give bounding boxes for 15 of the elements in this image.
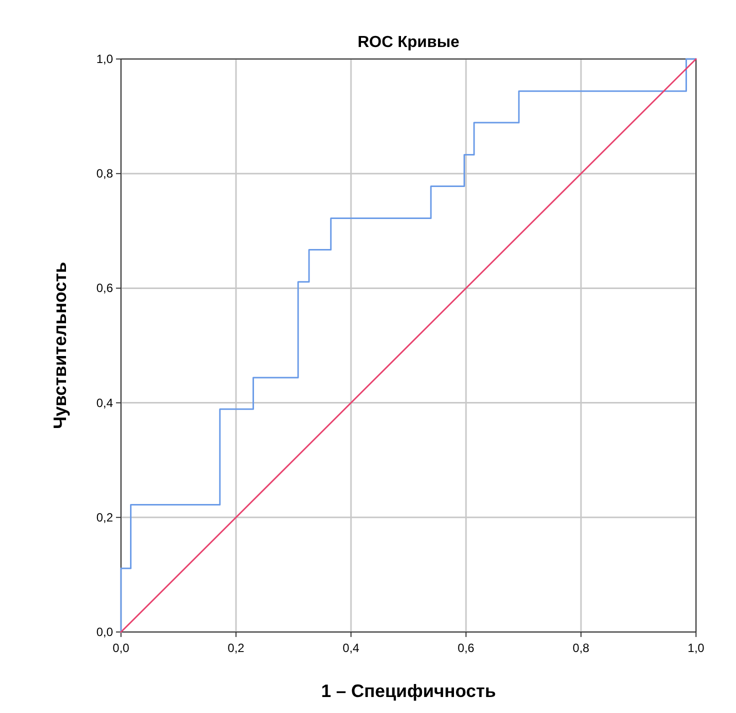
- x-axis-title: 1 – Специфичность: [321, 681, 496, 701]
- y-tick-label: 0,4: [96, 396, 114, 410]
- x-tick-label: 1,0: [688, 641, 705, 655]
- y-tick-label: 0,8: [96, 166, 114, 181]
- y-tick-label: 0,6: [96, 281, 114, 296]
- x-tick-label: 0,4: [342, 641, 360, 655]
- x-tick-label: 0,6: [458, 641, 475, 655]
- y-tick-label: 1,0: [96, 52, 114, 66]
- y-tick-label: 0,0: [96, 625, 114, 639]
- y-axis-title: Чувствительность: [50, 262, 70, 430]
- y-tick-label: 0,2: [96, 510, 114, 524]
- x-tick-label: 0,2: [228, 641, 245, 655]
- chart-title: ROC Кривые: [358, 34, 460, 51]
- x-tick-label: 0,8: [572, 641, 590, 655]
- x-tick-label: 0,0: [112, 641, 130, 655]
